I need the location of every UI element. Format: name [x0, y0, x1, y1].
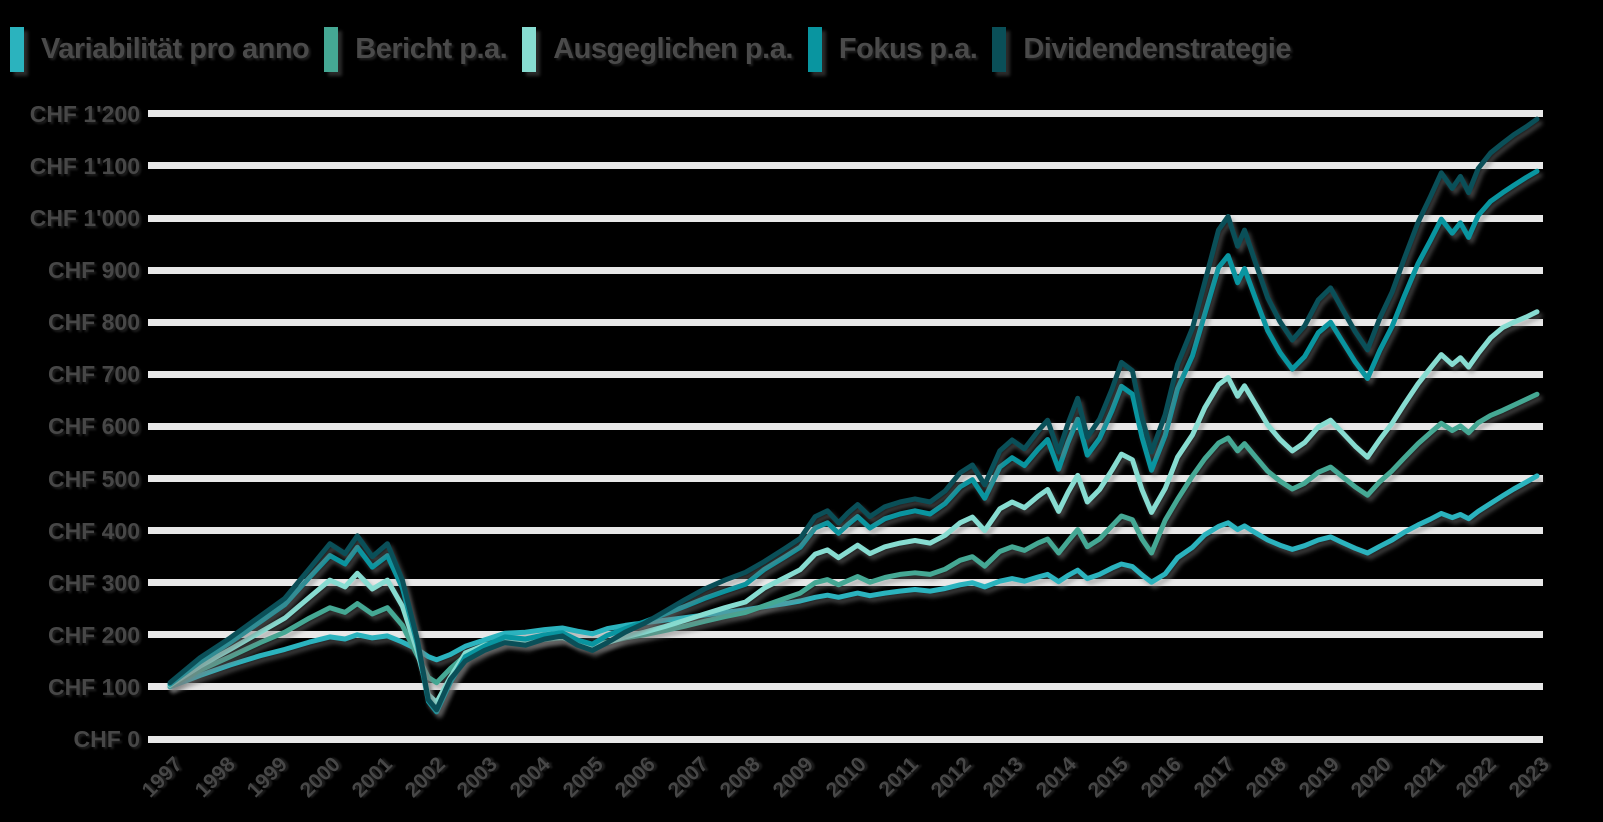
y-axis-tick-label: CHF 600	[47, 413, 140, 440]
y-axis-tick-label: CHF 1'100	[29, 152, 140, 179]
series-line-3	[167, 309, 1540, 705]
gridline	[148, 110, 1543, 118]
legend-label: Fokus p.a.	[838, 33, 978, 65]
y-axis-tick-label: CHF 400	[47, 517, 140, 544]
legend-item-4[interactable]: Fokus p.a.	[807, 27, 978, 72]
legend-swatch-icon	[992, 27, 1007, 72]
gridline	[148, 266, 1543, 274]
legend-item-2[interactable]: Bericht p.a.	[324, 27, 508, 72]
gridline	[148, 162, 1543, 170]
legend-label: Dividendenstrategie	[1023, 33, 1291, 65]
gridline	[148, 735, 1543, 743]
legend-swatch-icon	[10, 27, 24, 72]
legend-swatch-icon	[522, 27, 537, 72]
y-axis-tick-label: CHF 200	[47, 621, 140, 648]
y-axis-tick-label: CHF 1'000	[29, 205, 140, 232]
gridline	[148, 214, 1543, 222]
y-axis-tick-label: CHF 100	[47, 673, 140, 700]
series-line-4	[167, 168, 1540, 715]
gridline	[148, 527, 1543, 535]
legend-item-3[interactable]: Ausgeglichen p.a.	[522, 27, 793, 72]
y-axis-tick-label: CHF 0	[73, 726, 140, 752]
legend-item-1[interactable]: Variabilität pro anno	[10, 27, 310, 72]
y-axis-tick-label: CHF 500	[47, 465, 140, 492]
legend-item-5[interactable]: Dividendenstrategie	[992, 27, 1291, 72]
y-axis-tick-label: CHF 700	[47, 361, 140, 388]
legend-swatch-icon	[807, 27, 822, 72]
y-axis-tick-label: CHF 900	[47, 257, 140, 284]
legend-label: Variabilität pro anno	[41, 33, 310, 65]
y-axis-tick-label: CHF 800	[47, 309, 140, 336]
gridline	[148, 631, 1543, 639]
chart-legend: Variabilität pro anno Bericht p.a. Ausgegl…	[10, 27, 1291, 72]
legend-label: Ausgeglichen p.a.	[553, 33, 793, 65]
series-line-1	[167, 473, 1540, 690]
legend-swatch-icon	[324, 27, 339, 72]
gridline	[148, 475, 1543, 483]
y-axis-tick-label: CHF 1'200	[29, 100, 140, 127]
legend-label: Bericht p.a.	[355, 33, 508, 65]
y-axis-tick-label: CHF 300	[47, 569, 140, 596]
gridline	[148, 318, 1543, 326]
gridline	[148, 370, 1543, 378]
gridline	[148, 422, 1543, 430]
gridline	[148, 683, 1543, 691]
series-line-5	[167, 116, 1540, 713]
